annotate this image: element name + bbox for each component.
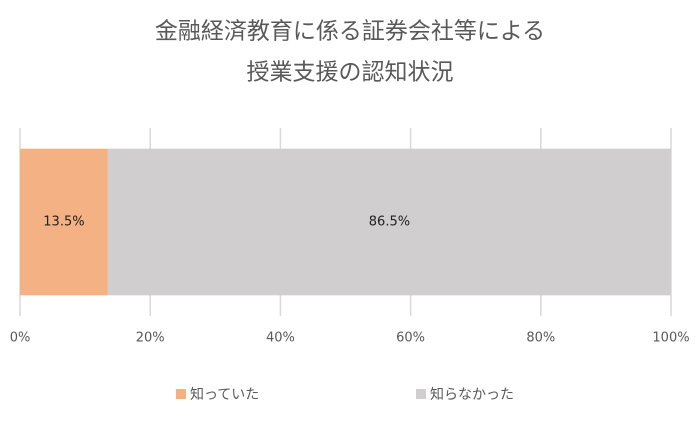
x-tick-label: 20% [136, 331, 165, 346]
x-tick-label: 60% [396, 331, 425, 346]
legend-label: 知らなかった [430, 386, 514, 403]
bar-segment [20, 148, 108, 296]
legend-label: 知っていた [190, 386, 259, 403]
data-label: 13.5% [43, 215, 84, 230]
chart-title: 金融経済教育に係る証券会社等による [155, 19, 545, 45]
bar-segment [107, 148, 671, 296]
x-tick-label: 100% [652, 331, 689, 346]
x-tick-label: 40% [266, 331, 295, 346]
x-tick-label: 0% [10, 331, 31, 346]
chart-title: 授業支援の認知状況 [247, 60, 454, 86]
data-label: 86.5% [369, 215, 410, 230]
x-tick-label: 80% [526, 331, 555, 346]
legend-swatch [176, 389, 186, 399]
legend-swatch [416, 389, 426, 399]
